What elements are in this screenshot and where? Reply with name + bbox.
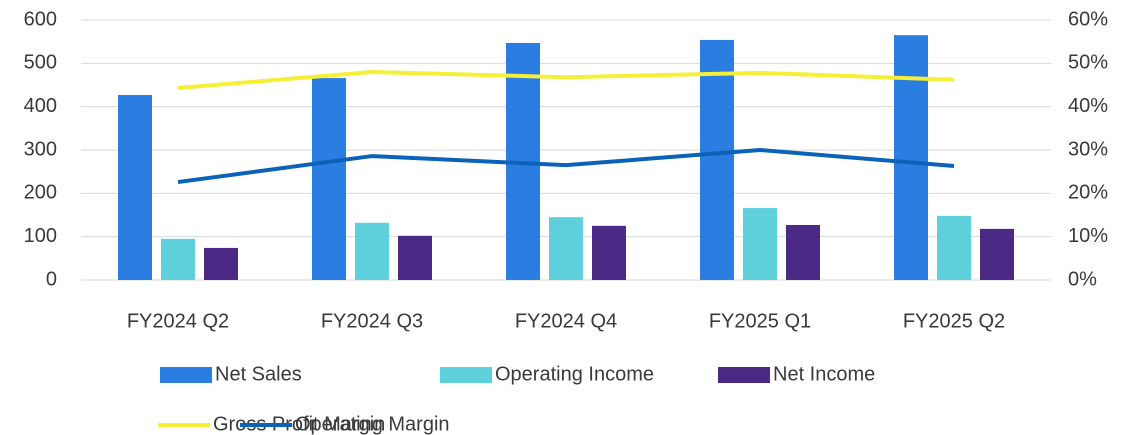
bar (161, 238, 195, 280)
bar (743, 208, 777, 280)
line (177, 148, 955, 185)
bar (786, 224, 820, 280)
bar (549, 217, 583, 280)
y-tick-label: 300 (24, 138, 57, 160)
legend-label: Net Income (773, 363, 875, 385)
bar (355, 222, 389, 280)
y2-tick-label: 50% (1068, 52, 1108, 74)
bar (894, 35, 928, 280)
bar (204, 247, 238, 280)
y2-tick-label: 10% (1068, 225, 1108, 247)
y2-tick-label: 40% (1068, 95, 1108, 117)
legend-swatch (440, 367, 492, 383)
legend-swatch (718, 367, 770, 383)
x-tick-label: FY2024 Q2 (127, 310, 229, 332)
bar (312, 78, 346, 280)
y2-tick-label: 0% (1068, 268, 1097, 290)
line (177, 70, 955, 91)
legend-label: Net Sales (215, 363, 302, 385)
legend-label: Operating Income (495, 363, 654, 385)
y-tick-label: 0 (46, 268, 57, 290)
bar (118, 94, 152, 280)
legend-label: Operating Margin (295, 413, 450, 435)
y-tick-label: 400 (24, 95, 57, 117)
bar (937, 215, 971, 280)
y-tick-label: 600 (24, 8, 57, 30)
bar (592, 225, 626, 280)
legend-swatch (160, 367, 212, 383)
bar (980, 228, 1014, 280)
bar (398, 235, 432, 280)
bar (700, 39, 734, 280)
y2-tick-label: 30% (1068, 138, 1108, 160)
x-tick-label: FY2024 Q3 (321, 310, 423, 332)
y-tick-label: 100 (24, 225, 57, 247)
y-tick-label: 200 (24, 182, 57, 204)
x-tick-label: FY2025 Q1 (709, 310, 811, 332)
x-tick-label: FY2025 Q2 (903, 310, 1005, 332)
x-tick-label: FY2024 Q4 (515, 310, 617, 332)
y-tick-label: 500 (24, 52, 57, 74)
y2-tick-label: 20% (1068, 182, 1108, 204)
y2-tick-label: 60% (1068, 8, 1108, 30)
legend-label: Gross Profit Margin (213, 413, 385, 435)
